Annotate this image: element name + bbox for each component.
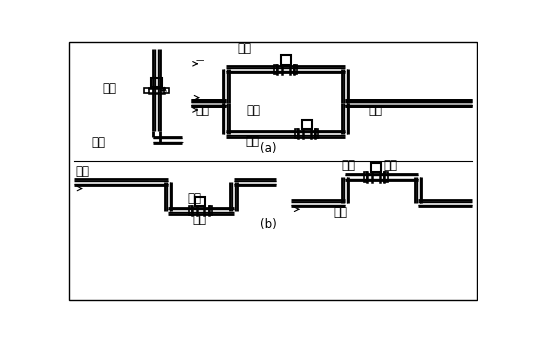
Bar: [384, 172, 387, 182]
Bar: [164, 88, 169, 93]
Bar: [196, 197, 205, 206]
Text: 正确: 正确: [237, 42, 252, 55]
Bar: [274, 64, 277, 74]
Text: 正确: 正确: [193, 213, 207, 226]
Text: (b): (b): [261, 218, 277, 231]
Bar: [281, 55, 291, 64]
Bar: [151, 78, 162, 87]
Text: 液体: 液体: [91, 136, 105, 149]
Text: 液体: 液体: [245, 135, 259, 148]
Text: —: —: [196, 56, 204, 65]
Text: 液体: 液体: [195, 104, 209, 117]
Bar: [144, 88, 149, 93]
Text: 液体: 液体: [368, 104, 382, 117]
Bar: [315, 129, 318, 138]
Text: 气泡: 气泡: [187, 193, 201, 205]
Text: 错误: 错误: [334, 205, 348, 219]
Text: 正确: 正确: [103, 82, 117, 95]
Bar: [295, 129, 298, 138]
Text: 气泡: 气泡: [384, 159, 398, 172]
Bar: [294, 64, 297, 74]
Text: (a): (a): [261, 142, 277, 155]
Bar: [365, 172, 367, 182]
Text: 错误: 错误: [247, 104, 261, 117]
Bar: [189, 206, 192, 216]
Text: 气泡: 气泡: [76, 165, 90, 178]
Bar: [371, 163, 381, 172]
Bar: [209, 206, 212, 216]
Bar: [302, 120, 312, 129]
Text: 气泡: 气泡: [341, 159, 356, 172]
